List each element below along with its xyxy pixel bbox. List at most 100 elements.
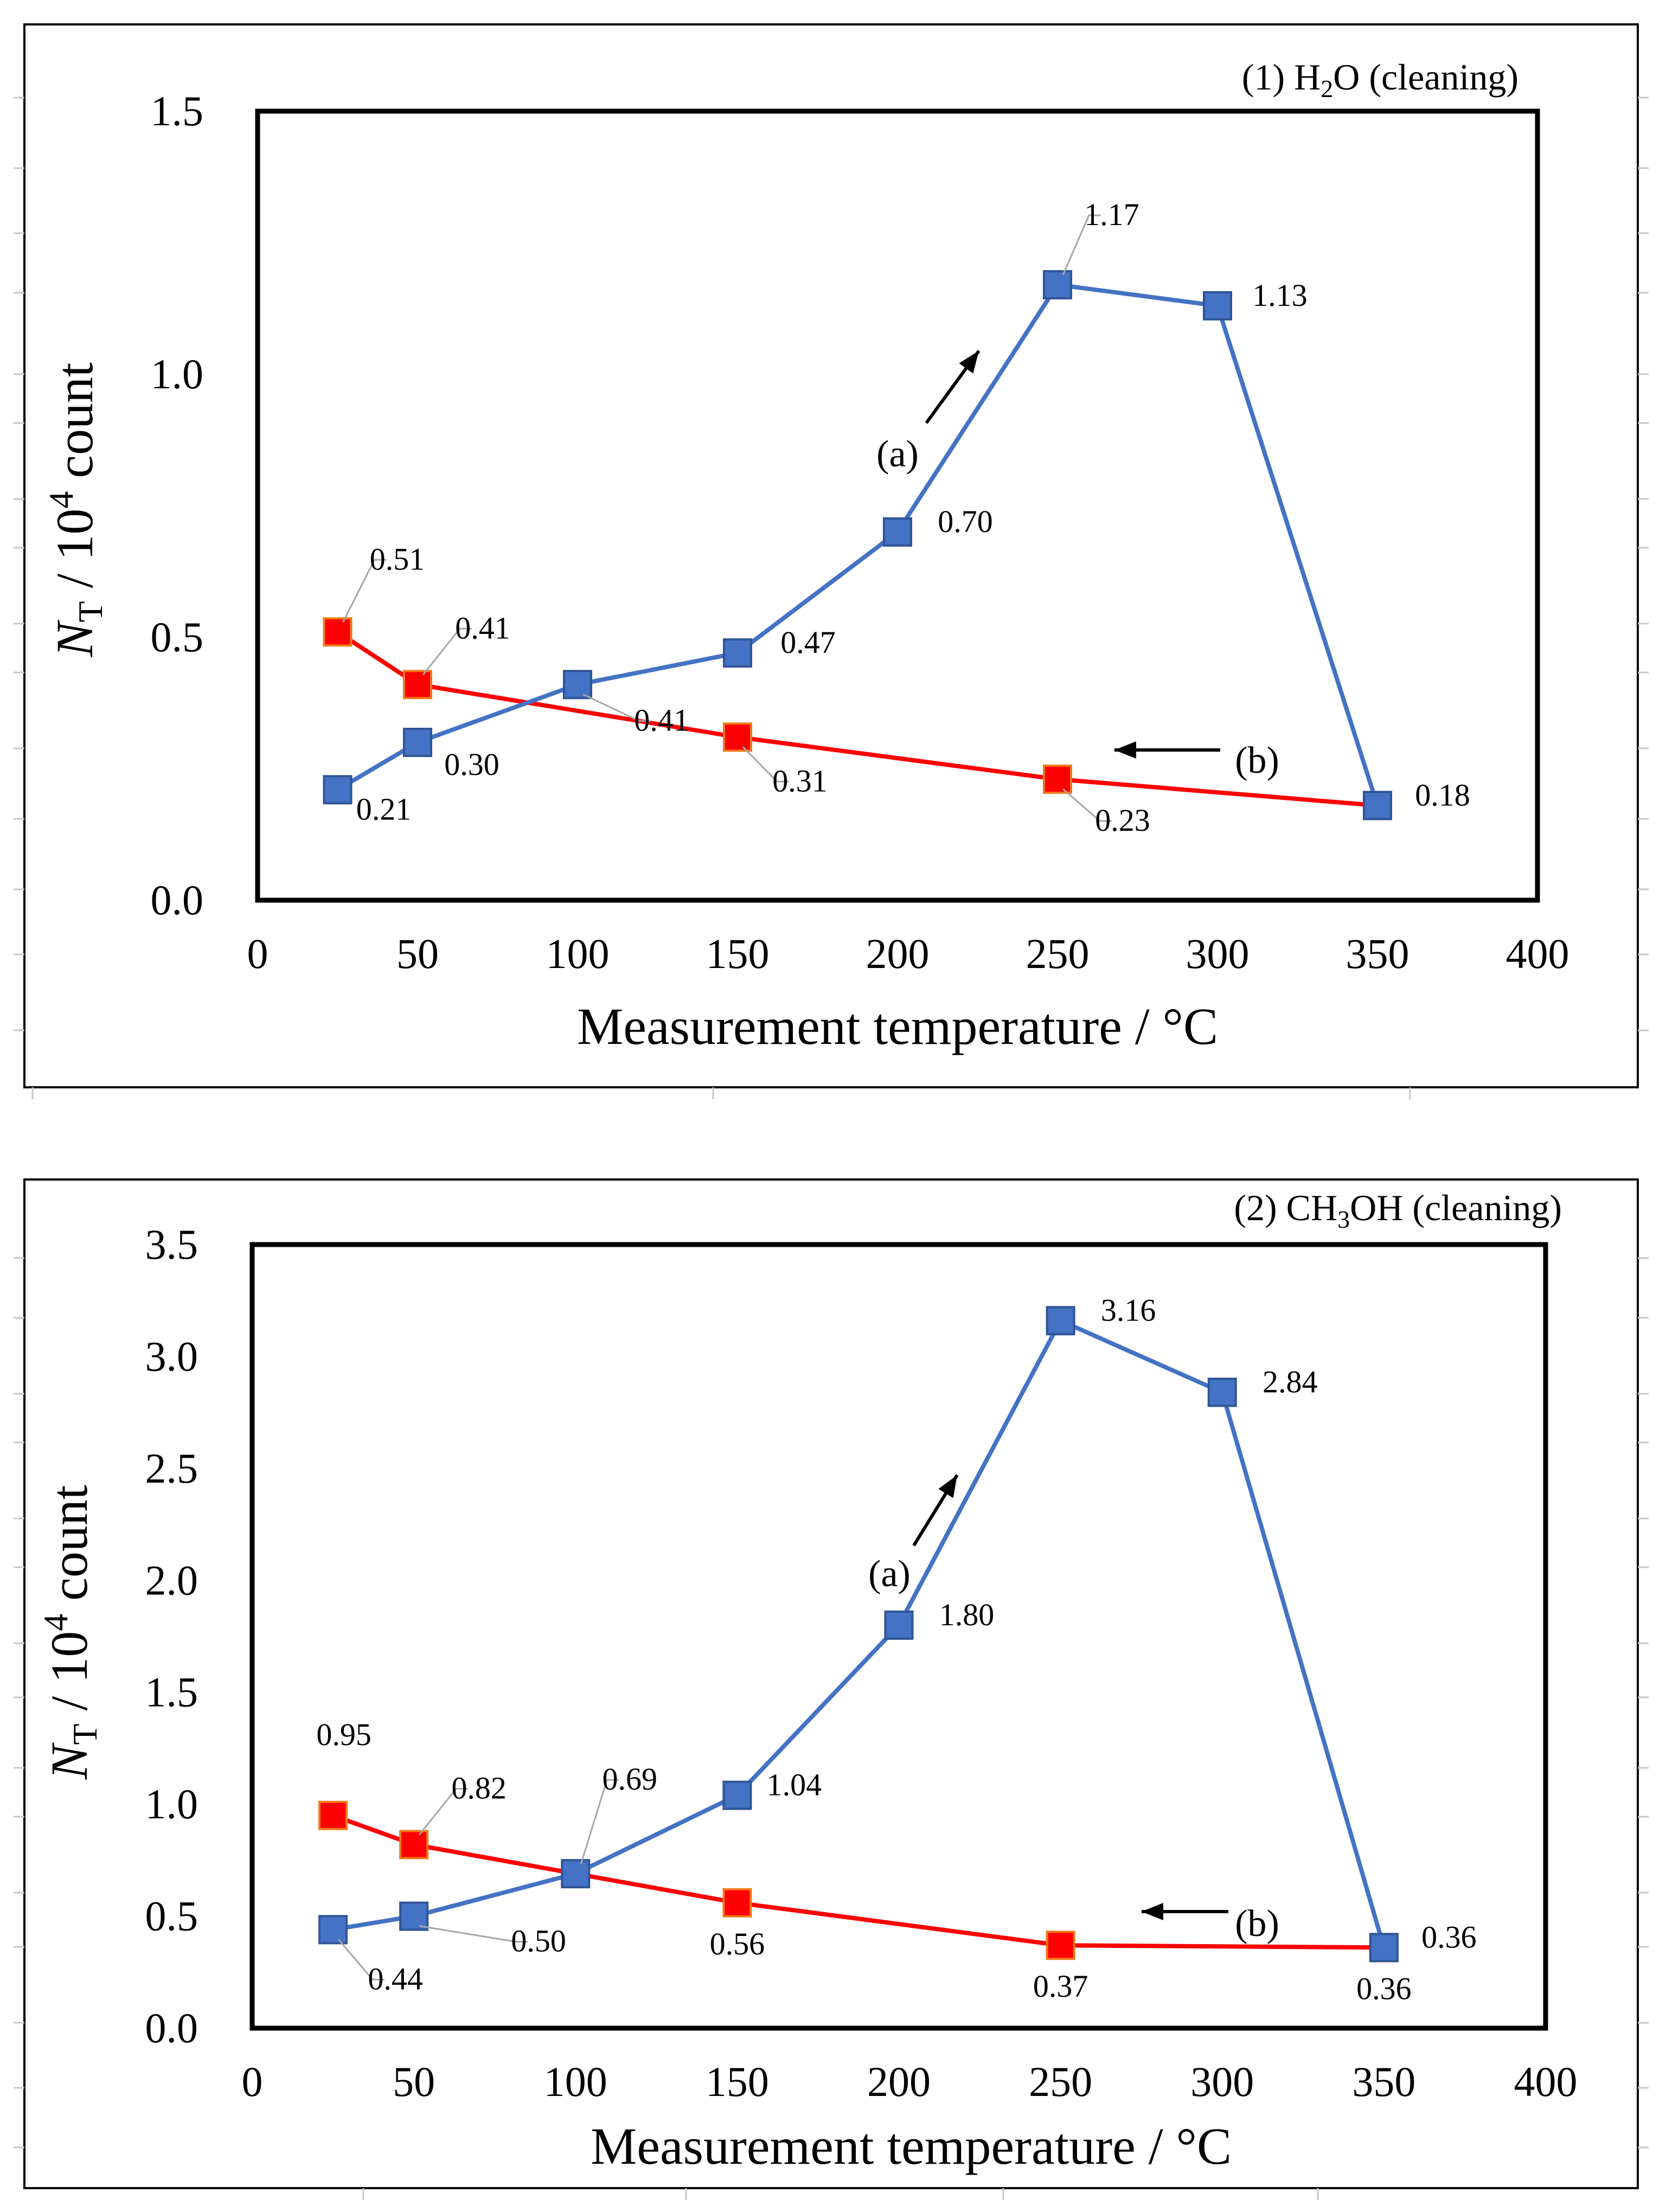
- y-tick-label: 3.0: [145, 1332, 198, 1380]
- plot-area: [255, 108, 1540, 903]
- data-point-a: [323, 775, 353, 805]
- data-label-a: 3.16: [1101, 1292, 1156, 1328]
- data-point-a: [1207, 1377, 1237, 1407]
- series-line-a: [336, 283, 1380, 806]
- data-label-a: 1.04: [767, 1767, 822, 1803]
- data-point-a: [1363, 791, 1392, 820]
- x-tick-label: 300: [1190, 2058, 1254, 2105]
- data-point-a: [723, 638, 752, 668]
- data-label-a: 0.47: [780, 625, 836, 660]
- annotation-arrow-b-head: [1142, 1903, 1163, 1920]
- chart-frame: [23, 23, 1639, 1088]
- annotation-label-b: (b): [1235, 740, 1279, 781]
- data-label-b: 0.56: [710, 1926, 765, 1961]
- x-axis-title: Measurement temperature / °C: [591, 2117, 1232, 2175]
- chart-panel-2: (2) CH3OH (cleaning) 0.0 0.5 1.0 1.5 2.0 2.5 3.…: [23, 1178, 1639, 2189]
- leader-line: [418, 1787, 469, 1836]
- y-axis-title: NT / 104 count: [42, 362, 110, 657]
- data-label-b: 0.23: [1095, 803, 1150, 838]
- data-point-b: [403, 670, 432, 700]
- data-point-b: [1046, 1931, 1075, 1960]
- data-point-a: [1046, 1306, 1075, 1336]
- annotation-label-a: (a): [876, 433, 919, 475]
- y-tick-label: 1.5: [151, 87, 204, 134]
- data-point-a: [399, 1901, 429, 1931]
- x-tick-label: 200: [867, 2058, 931, 2105]
- data-label-b: 0.37: [1033, 1969, 1088, 2004]
- y-tick-label: 2.5: [145, 1445, 198, 1492]
- data-point-a: [403, 728, 432, 757]
- y-axis-title: NT / 104 count: [36, 1485, 104, 1780]
- data-label-b: 0.36: [1356, 1971, 1412, 2006]
- data-label-a: 0.41: [634, 702, 689, 738]
- data-point-a: [722, 1780, 752, 1810]
- x-tick-label: 250: [1029, 2058, 1092, 2105]
- y-tick-label: 0.5: [151, 613, 204, 661]
- x-tick-label: 400: [1506, 930, 1569, 977]
- data-label-a: 1.13: [1252, 278, 1308, 313]
- series-line-b: [332, 1813, 1384, 1950]
- leader-line: [1062, 214, 1101, 275]
- leader-line: [742, 746, 789, 783]
- data-label-a: 0.30: [444, 747, 499, 782]
- x-tick-label: 350: [1352, 2058, 1415, 2105]
- y-tick-label: 1.5: [145, 1669, 198, 1716]
- data-label-b: 0.18: [1415, 777, 1470, 812]
- x-tick-label: 150: [706, 930, 770, 977]
- data-point-a: [1043, 270, 1072, 300]
- y-tick-label: 3.5: [145, 1221, 198, 1268]
- data-point-a: [318, 1915, 348, 1945]
- data-label-a: 0.44: [368, 1961, 423, 1996]
- annotation-arrow-a-head: [938, 1475, 957, 1498]
- x-tick-label: 100: [544, 2058, 607, 2105]
- x-tick-label: 400: [1514, 2058, 1578, 2105]
- data-point-a: [884, 1610, 914, 1640]
- y-tick-label: 1.0: [145, 1780, 198, 1828]
- data-point-a: [563, 670, 592, 700]
- x-axis-title: Measurement temperature / °C: [577, 997, 1218, 1055]
- leader-line: [580, 1779, 619, 1864]
- plot-area: [249, 1242, 1548, 2031]
- y-tick-label: 0.0: [145, 2004, 198, 2051]
- y-tick-label: 0.5: [145, 1893, 198, 1940]
- data-label-b: 0.51: [370, 541, 425, 576]
- y-tick-label: 1.0: [151, 350, 204, 397]
- x-tick-label: 150: [706, 2058, 769, 2105]
- leader-line: [582, 693, 651, 722]
- leader-line: [337, 1939, 385, 1980]
- annotation-label-b: (b): [1235, 1903, 1279, 1945]
- x-tick-label: 350: [1346, 930, 1409, 977]
- data-point-b: [722, 1888, 752, 1918]
- data-label-a: 2.84: [1263, 1364, 1318, 1399]
- data-point-b: [318, 1800, 348, 1830]
- x-tick-label: 50: [393, 2058, 435, 2105]
- leader-line: [422, 627, 472, 676]
- data-label-b: 0.41: [455, 610, 510, 645]
- data-point-b: [1043, 764, 1072, 794]
- y-tick-label: 0.0: [151, 876, 204, 924]
- data-point-b: [323, 617, 353, 647]
- chart-panel-1: (1) H2O (cleaning) 0.0 0.5 1.0 1.5 0 50 100 150 2…: [23, 23, 1639, 1088]
- data-label-b: 0.82: [451, 1770, 507, 1805]
- data-label-a: 1.17: [1084, 197, 1139, 232]
- data-point-a: [561, 1859, 591, 1889]
- x-tick-label: 50: [396, 930, 439, 977]
- data-point-a: [1369, 1933, 1399, 1963]
- x-tick-label: 100: [546, 930, 610, 977]
- leader-line: [419, 1925, 528, 1943]
- y-axis-title-text: NT / 104 count: [42, 362, 110, 657]
- data-point-a: [1203, 291, 1232, 320]
- panel-label: (1) H2O (cleaning): [1242, 56, 1518, 102]
- data-label-b: 0.31: [772, 763, 828, 798]
- y-tick-label: 2.0: [145, 1556, 198, 1604]
- annotation-arrow-a-head: [959, 351, 979, 374]
- data-label-a: 0.36: [1421, 1919, 1477, 1954]
- annotation-arrow-b-head: [1114, 741, 1136, 759]
- x-tick-label: 250: [1026, 930, 1090, 977]
- annotation-label-a: (a): [868, 1553, 911, 1595]
- y-axis-title-text: NT / 104 count: [36, 1485, 104, 1780]
- leader-line: [342, 559, 387, 623]
- data-label-a: 1.80: [939, 1597, 995, 1632]
- x-tick-label: 300: [1186, 930, 1250, 977]
